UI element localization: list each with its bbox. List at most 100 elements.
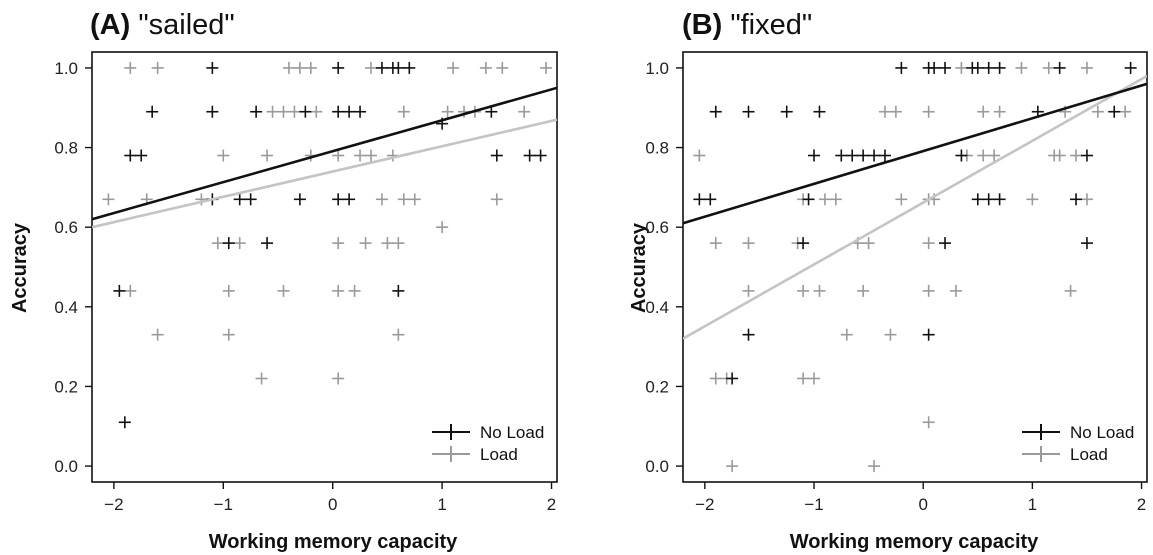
panel-a: (A) "sailed" Accuracy Working memory cap… bbox=[9, 9, 558, 553]
panel-a-x-tick-label: 2 bbox=[547, 495, 556, 514]
panel-a-no-load-point bbox=[375, 61, 388, 74]
panel-b-load-point bbox=[813, 284, 826, 297]
panel-a-load-point bbox=[261, 149, 274, 162]
panel-a-x-tick-label: 1 bbox=[437, 495, 446, 514]
panel-b-no-load-fit-line bbox=[683, 82, 1147, 225]
panel-a-load-point bbox=[288, 105, 301, 118]
panel-b-load-point bbox=[726, 460, 739, 473]
panel-b-load-point bbox=[742, 237, 755, 250]
panel-a-no-load-point bbox=[343, 105, 356, 118]
panel-a-load-point bbox=[392, 237, 405, 250]
panel-b-no-load-point bbox=[1124, 61, 1137, 74]
panel-a-no-load-point bbox=[523, 149, 536, 162]
panel-b-no-load-point bbox=[780, 105, 793, 118]
panel-b-no-load-point bbox=[693, 193, 706, 206]
panel-a-load-point bbox=[195, 193, 208, 206]
panel-b-no-load-point bbox=[939, 61, 952, 74]
panel-b-x-tick-label: −1 bbox=[804, 495, 823, 514]
panel-b-load-point bbox=[709, 372, 722, 385]
panel-a-load-point bbox=[381, 237, 394, 250]
panel-a-y-tick-label: 0.2 bbox=[54, 377, 78, 396]
panel-b-no-load-point bbox=[813, 105, 826, 118]
panel-b-load-point bbox=[857, 284, 870, 297]
panel-b-load-fit-line bbox=[683, 74, 1147, 340]
panel-a-no-load-point bbox=[403, 61, 416, 74]
panel-a-load-point bbox=[365, 149, 377, 162]
panel-a-load-point bbox=[365, 61, 377, 74]
panel-b-load-point bbox=[922, 416, 935, 429]
panel-a-no-load-point bbox=[146, 105, 159, 118]
panel-a-load-point bbox=[397, 105, 410, 118]
panel-a-no-load-point bbox=[244, 193, 257, 206]
panel-b-no-load-point bbox=[846, 149, 859, 162]
panel-b-load-point bbox=[1053, 149, 1066, 162]
panel-a-load-point bbox=[359, 237, 372, 250]
panel-a-no-load-point bbox=[332, 61, 345, 74]
panel-b-load-point bbox=[693, 149, 706, 162]
panel-a-y-axis-label: Accuracy bbox=[9, 222, 31, 313]
panel-b-load-point bbox=[1119, 105, 1132, 118]
panel-b-legend-load-label: Load bbox=[1070, 445, 1108, 464]
panel-a-load-point bbox=[102, 193, 115, 206]
panel-a-no-load-point bbox=[250, 105, 263, 118]
panel-a-load-point bbox=[332, 237, 345, 250]
panel-b-load-point bbox=[797, 372, 810, 385]
panel-b-title: (B) "fixed" bbox=[682, 9, 812, 41]
panel-b-x-tick-label: 0 bbox=[918, 495, 927, 514]
panel-b-load-point bbox=[1026, 193, 1039, 206]
panel-a-load-point bbox=[211, 237, 224, 250]
panel-a-no-load-point bbox=[354, 105, 367, 118]
panel-b-label: (B) bbox=[682, 9, 722, 41]
panel-a-no-load-point bbox=[534, 149, 547, 162]
panel-a-load-point bbox=[151, 328, 164, 341]
panel-a-title-text: "sailed" bbox=[138, 9, 234, 41]
panel-a-load-point bbox=[436, 221, 449, 234]
panel-b-no-load-point bbox=[922, 328, 935, 341]
panel-b-no-load-point bbox=[742, 328, 755, 341]
panel-b-load-point bbox=[840, 328, 853, 341]
panel-b-load-point bbox=[922, 284, 935, 297]
panel-a-y-tick-label: 0.8 bbox=[54, 139, 78, 158]
panel-a-no-load-point bbox=[135, 149, 148, 162]
panel-b-load-point bbox=[977, 149, 990, 162]
panel-b-no-load-point bbox=[797, 237, 810, 250]
panel-b-no-load-point bbox=[704, 193, 717, 206]
panel-b-no-load-point bbox=[939, 237, 952, 250]
panel-a-no-load-point bbox=[490, 149, 503, 162]
panel-a-legend-load-label: Load bbox=[480, 445, 518, 464]
panel-a-no-load-point bbox=[261, 237, 274, 250]
panel-a-load-fit-line bbox=[92, 118, 557, 229]
panel-b-load-point bbox=[993, 105, 1006, 118]
panel-b-x-axis-label: Working memory capacity bbox=[790, 531, 1039, 553]
panel-a-load-point bbox=[354, 149, 367, 162]
panel-b-no-load-point bbox=[878, 149, 891, 162]
panel-b-load-point bbox=[1080, 193, 1093, 206]
panel-a-y-tick-label: 0.0 bbox=[54, 457, 78, 476]
panel-b-load-point bbox=[1080, 61, 1093, 74]
panel-b-no-load-point bbox=[868, 149, 881, 162]
panel-a-title-spacer bbox=[130, 9, 138, 41]
panel-a-load-point bbox=[255, 372, 268, 385]
panel-a-no-load-point bbox=[124, 149, 137, 162]
panel-a-load-point bbox=[490, 193, 503, 206]
panel-b-load-point bbox=[1042, 61, 1055, 74]
panel-b-y-tick-label: 0.8 bbox=[645, 139, 669, 158]
panel-b: (B) "fixed" Accuracy Working memory capa… bbox=[628, 9, 1148, 553]
panel-a-x-axis-label: Working memory capacity bbox=[209, 531, 458, 553]
panel-a-load-point bbox=[222, 284, 235, 297]
panel-a-no-load-point bbox=[392, 61, 405, 74]
panel-b-legend-no-load-label: No Load bbox=[1070, 423, 1134, 442]
panel-a-load-point bbox=[447, 61, 460, 74]
panel-a-label: (A) bbox=[90, 9, 130, 41]
panel-a-load-point bbox=[392, 328, 405, 341]
panel-a-load-point bbox=[397, 193, 410, 206]
panel-a-load-point bbox=[408, 193, 421, 206]
panel-a-load-point bbox=[222, 328, 235, 341]
panel-b-load-point bbox=[1015, 61, 1028, 74]
panel-b-load-point bbox=[818, 193, 831, 206]
panel-b-load-point bbox=[889, 105, 902, 118]
panel-b-no-load-point bbox=[1080, 149, 1093, 162]
panel-b-no-load-point bbox=[971, 193, 984, 206]
panel-b-no-load-point bbox=[1053, 61, 1066, 74]
panel-a-load-point bbox=[479, 61, 492, 74]
